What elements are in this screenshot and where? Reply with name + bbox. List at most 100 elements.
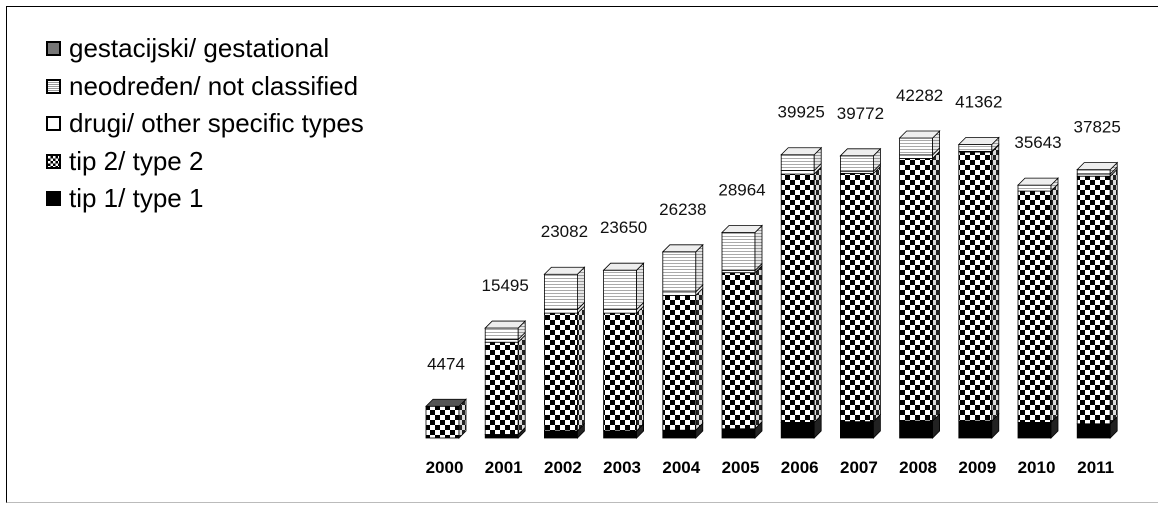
bar-segment-2005-checker (721, 272, 756, 430)
bar-top-2010 (1017, 177, 1059, 186)
legend-item-gestational: gestacijski/ gestational (46, 30, 364, 68)
x-tick-label-2005: 2005 (722, 458, 760, 477)
bar-segment-2003-checker (603, 312, 637, 432)
x-tick-label-2010: 2010 (1018, 458, 1056, 477)
bar-2003 (602, 262, 645, 439)
legend-item-not-classified: neodređen/ not classified (46, 68, 364, 106)
bar-segment-2002-checker (544, 312, 578, 432)
bar-segment-2006-checker (780, 173, 815, 423)
bar-side-2009-checker (991, 144, 1000, 422)
bar-segment-2001-checker (484, 341, 519, 435)
bar-side-2008-checker (932, 150, 940, 422)
legend-swatch-type-1 (46, 191, 61, 207)
bar-side-2004-checker (695, 287, 704, 432)
bar-side-2011-checker (1109, 168, 1118, 425)
total-label-2008: 42282 (896, 86, 943, 105)
bar-side-2006-checker (813, 166, 822, 424)
bar-2011 (1076, 161, 1119, 439)
legend-label-not-classified: neodređen/ not classified (69, 70, 359, 101)
bar-segment-2008-checker (899, 158, 933, 422)
legend-item-type-2: tip 2/ type 2 (46, 143, 364, 181)
bar-segment-2002-grid (544, 273, 578, 310)
bar-segment-2007-grid (840, 155, 874, 172)
legend-swatch-gestational (46, 41, 61, 57)
bar-segment-2006-grid (780, 154, 815, 171)
bar-side-2003-grid (636, 262, 644, 311)
bar-segment-2011-checker (1076, 175, 1111, 425)
x-tick-label-2006: 2006 (781, 458, 819, 477)
bar-segment-2010-grid (1017, 184, 1052, 192)
bar-top-2005 (721, 225, 763, 233)
chart-frame (6, 6, 1158, 503)
bar-top-2002 (543, 266, 586, 275)
bar-segment-2002-white (544, 309, 578, 314)
bar-segment-2001-white (484, 338, 519, 343)
bar-side-2005-grid (754, 224, 763, 272)
x-tick-label-2008: 2008 (899, 458, 937, 477)
bar-side-2004-grid (695, 243, 704, 293)
x-tick-label-2000: 2000 (426, 458, 464, 477)
total-label-2009: 41362 (955, 93, 1002, 112)
bar-segment-2008-white (899, 154, 933, 159)
bar-2006 (780, 146, 823, 439)
bar-2000 (425, 398, 467, 439)
bar-top-2011 (1076, 162, 1119, 171)
x-tick-label-2007: 2007 (840, 458, 878, 477)
bar-2002 (543, 266, 586, 439)
total-label-2006: 39925 (778, 103, 825, 122)
total-label-2010: 35643 (1014, 133, 1061, 152)
bar-segment-2001-grid (484, 327, 519, 340)
legend-label-type-1: tip 1/ type 1 (69, 183, 204, 214)
bars-layer (425, 130, 1119, 439)
bar-2004 (661, 243, 704, 439)
legend-label-type-2: tip 2/ type 2 (69, 145, 204, 176)
bar-top-2007 (839, 148, 882, 157)
x-tick-label-2001: 2001 (485, 458, 523, 477)
labels-layer: 4474 2000 15495 2001 23082 2002 23650 2003 26238… (426, 86, 1121, 477)
total-label-2003: 23650 (600, 218, 647, 237)
bar-side-2005-checker (754, 264, 763, 430)
bar-top-2000 (425, 398, 467, 407)
x-tick-label-2002: 2002 (544, 458, 582, 477)
total-label-2004: 26238 (659, 200, 706, 219)
bar-side-2003-checker (636, 305, 644, 432)
bar-top-2006 (780, 147, 823, 156)
bar-segment-2006-white (780, 170, 815, 175)
bar-top-2001 (484, 320, 527, 329)
total-label-2001: 15495 (482, 276, 529, 295)
bar-top-2004 (661, 244, 704, 253)
bar-segment-2003-white (603, 309, 637, 314)
total-label-2011: 37825 (1074, 118, 1121, 137)
bar-2009 (957, 136, 1000, 439)
bar-segment-2000-checker (425, 405, 460, 439)
bar-segment-2009-checker (958, 151, 993, 422)
chart-legend: gestacijski/ gestational neodređen/ not … (46, 30, 364, 218)
bar-segment-2002-solid-black (544, 430, 578, 439)
bar-segment-2004-grid (662, 251, 697, 293)
bar-side-2001-checker (517, 334, 526, 436)
legend-label-other-types: drugi/ other specific types (69, 108, 364, 139)
bar-2007 (839, 147, 882, 439)
total-label-2002: 23082 (541, 222, 588, 241)
bar-segment-2003-solid-black (603, 430, 637, 439)
bar-segment-2004-solid-black (662, 429, 697, 439)
legend-item-type-1: tip 1/ type 1 (46, 180, 364, 218)
bar-segment-2003-grid (603, 269, 637, 310)
bar-segment-2005-grid (721, 232, 756, 271)
legend-swatch-not-classified (46, 78, 61, 94)
bar-top-2009 (957, 137, 1000, 145)
bar-side-2002-checker (577, 305, 585, 432)
bar-segment-2005-solid-black (721, 428, 756, 439)
bar-segment-2007-checker (840, 172, 874, 423)
legend-item-other-types: drugi/ other specific types (46, 105, 364, 143)
bar-segment-2007-solid-black (840, 421, 874, 439)
total-label-2000: 4474 (427, 354, 465, 373)
bar-2010 (1017, 177, 1059, 439)
bar-top-2008 (898, 130, 941, 139)
bar-2001 (484, 320, 527, 439)
bar-2005 (721, 224, 763, 439)
bar-2008 (898, 130, 941, 439)
bar-segment-2008-solid-black (899, 420, 933, 439)
bar-top-2003 (602, 262, 645, 271)
